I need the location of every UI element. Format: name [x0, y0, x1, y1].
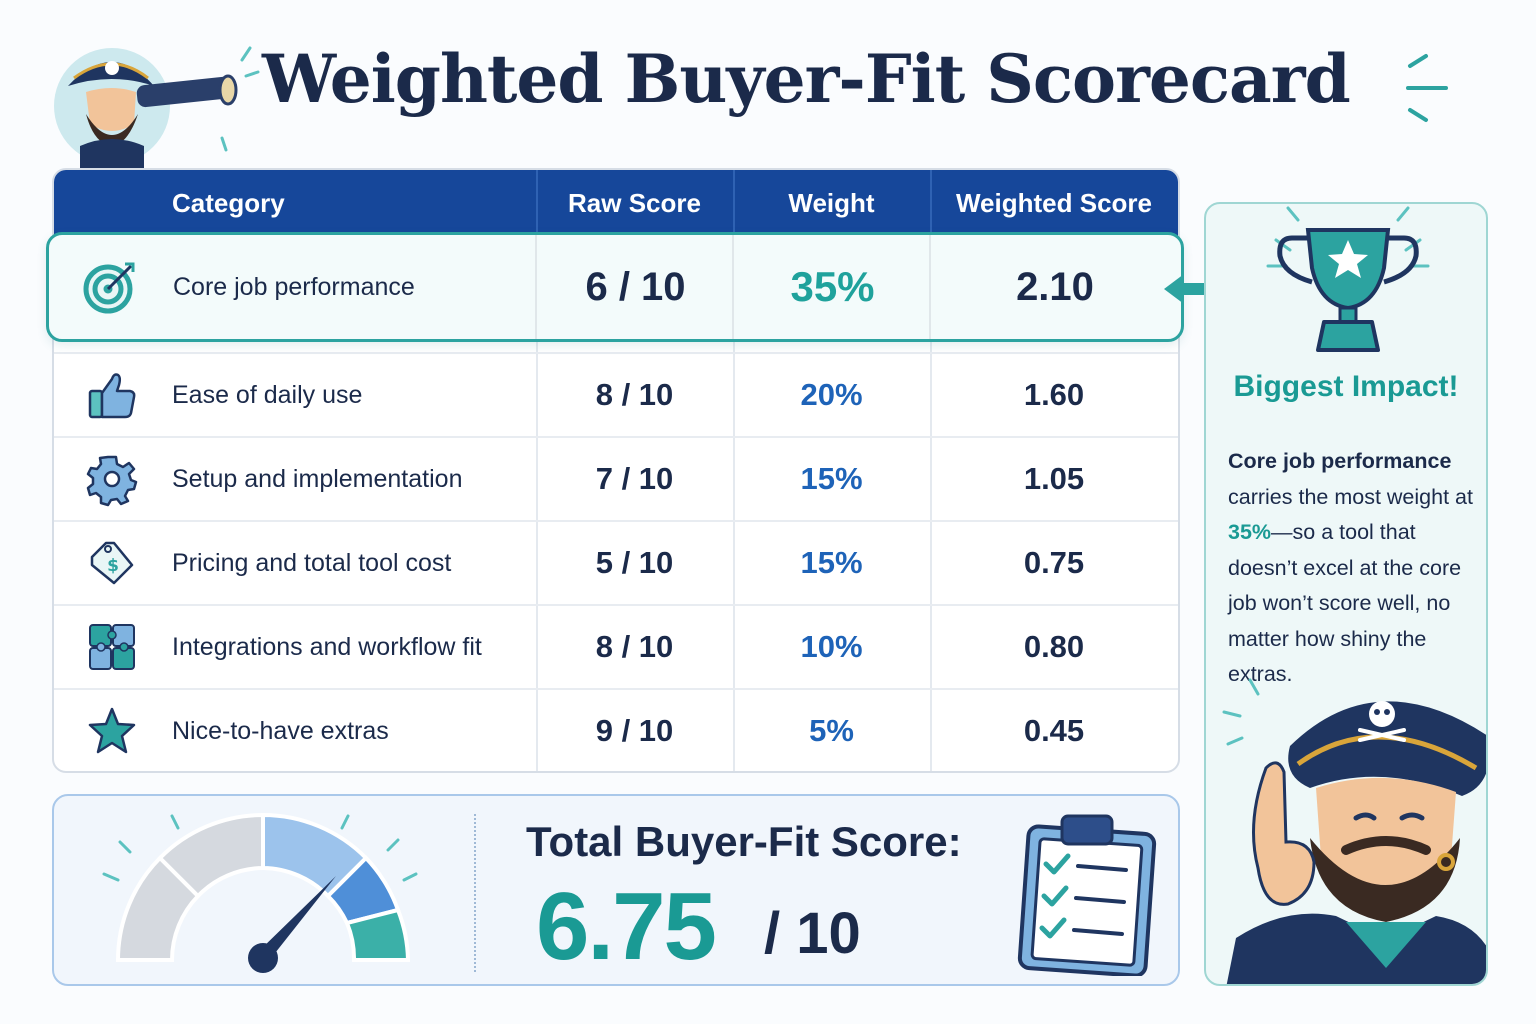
weighted-score: 1.60	[1023, 377, 1085, 412]
column-header-weighted-score: Weighted Score	[955, 188, 1152, 218]
column-divider	[929, 235, 931, 339]
column-divider	[732, 235, 734, 339]
column-divider	[536, 236, 538, 771]
clipboard-checklist-icon	[1017, 814, 1157, 976]
side-panel-text: Core job performance carries the most we…	[1228, 444, 1480, 693]
raw-score: 5 / 10	[595, 545, 674, 580]
trophy-icon	[1266, 206, 1430, 352]
pirate-spyglass-icon	[54, 46, 260, 168]
weighted-score: 0.45	[1023, 713, 1085, 748]
weight-value: 5%	[809, 713, 854, 748]
category-label: Ease of daily use	[172, 380, 363, 409]
side-panel-title: Biggest Impact!	[1233, 370, 1459, 403]
raw-score: 6 / 10	[585, 264, 686, 309]
column-header-weight: Weight	[788, 188, 875, 218]
pirate-pointing-icon	[1222, 678, 1486, 984]
category-label: Core job performance	[173, 272, 415, 301]
page-title: Weighted Buyer-Fit Scorecard	[262, 40, 1351, 118]
biggest-impact-panel: Biggest Impact! Core job performance car…	[1204, 202, 1488, 986]
arrow-left-icon	[1164, 274, 1224, 304]
target-icon	[83, 262, 135, 314]
table-row: Integrations and workflow fit 8 / 10 10%…	[54, 604, 1178, 688]
header-divider	[733, 170, 735, 236]
weighted-score: 0.80	[1023, 629, 1085, 664]
table-row: Nice-to-have extras 9 / 10 5% 0.45	[54, 688, 1178, 771]
category-label: Setup and implementation	[172, 464, 463, 493]
table-header: Category Raw Score Weight Weighted Score	[54, 170, 1178, 236]
side-text-part-1: carries the most weight at	[1228, 484, 1473, 509]
svg-text:$: $	[107, 556, 119, 576]
weighted-score: 2.10	[1016, 264, 1094, 309]
thumbs-up-icon	[88, 373, 136, 419]
star-icon	[88, 707, 136, 754]
weighted-score: 0.75	[1023, 545, 1085, 580]
weight-value: 10%	[800, 629, 863, 664]
weight-value: 15%	[800, 461, 863, 496]
table-row: $ Pricing and total tool cost 5 / 10 15%…	[54, 520, 1178, 604]
raw-score: 8 / 10	[595, 629, 674, 664]
category-label: Integrations and workflow fit	[172, 632, 482, 661]
header-divider	[536, 170, 538, 236]
side-text-part-2: —so a tool that doesn’t excel at the cor…	[1228, 520, 1462, 686]
price-tag-icon: $	[90, 541, 134, 585]
total-score-max: / 10	[764, 901, 861, 966]
gauge-meter	[102, 812, 418, 973]
side-text-bold: Core job performance	[1228, 449, 1452, 473]
total-score-value: 6.75	[536, 873, 717, 980]
weight-value: 20%	[800, 377, 863, 412]
puzzle-icon	[89, 624, 135, 670]
raw-score: 7 / 10	[595, 461, 674, 496]
raw-score: 9 / 10	[595, 713, 674, 748]
table-row: Ease of daily use 8 / 10 20% 1.60	[54, 352, 1178, 436]
side-text-highlight: 35%	[1228, 520, 1272, 544]
weight-value: 35%	[790, 263, 875, 310]
column-divider	[733, 236, 735, 771]
category-label: Nice-to-have extras	[172, 716, 389, 745]
table-row: Setup and implementation 7 / 10 15% 1.05	[54, 436, 1178, 520]
total-score-label: Total Buyer-Fit Score:	[526, 818, 962, 865]
gear-icon	[86, 455, 138, 507]
weighted-score: 1.05	[1023, 461, 1085, 496]
table-row-highlighted: Core job performance 6 / 10 35% 2.10	[46, 232, 1184, 342]
total-divider	[474, 814, 476, 972]
category-label: Pricing and total tool cost	[172, 548, 452, 577]
weight-value: 15%	[800, 545, 863, 580]
sparkle-icon	[1406, 54, 1448, 122]
column-header-category: Category	[172, 188, 285, 218]
column-divider	[930, 236, 932, 771]
header-divider	[930, 170, 932, 236]
total-score-panel: Total Buyer-Fit Score: 6.75 / 10	[52, 794, 1180, 986]
raw-score: 8 / 10	[595, 377, 674, 412]
column-divider	[535, 235, 537, 339]
column-header-raw-score: Raw Score	[568, 188, 701, 218]
